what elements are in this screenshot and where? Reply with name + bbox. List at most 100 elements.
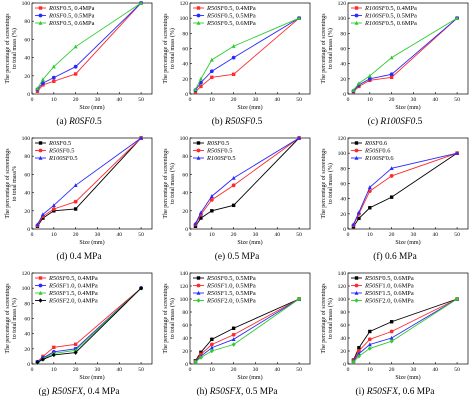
legend-marker (38, 20, 43, 25)
data-point (455, 16, 460, 20)
y-tick-label: 0 (27, 92, 30, 98)
caption-specimen: R50SFX (209, 387, 242, 397)
y-tick-label: 80 (182, 310, 188, 316)
panel-caption: (b) R50SF0.5 (158, 117, 316, 127)
y-tick-label: 80 (340, 310, 346, 316)
y-axis-label-line: The percentage of screenings (162, 283, 169, 354)
data-point (198, 76, 203, 81)
chart-panel-f: 0 10 20 30 40 50 0 20 40 60 80 100 120 Size (mm) The p… (316, 135, 474, 270)
data-point (389, 72, 394, 77)
legend-label: R100SF0.5, 0.4MPa (364, 5, 417, 12)
y-axis-label-line: to total mass (%) (169, 163, 176, 204)
caption-condition: , 0.5 MPa (241, 387, 278, 397)
data-point (231, 203, 236, 208)
x-tick-label: 20 (231, 367, 237, 373)
legend-label: R100SF0.5 (206, 155, 236, 162)
legend-label: R50SF0.5 (206, 148, 232, 155)
legend-label: R100SF0.6 (364, 155, 394, 162)
legend-marker (38, 155, 43, 160)
y-tick-label: 100 (338, 16, 347, 22)
legend-marker (354, 6, 359, 10)
y-axis-label-line: to total mass (%) (327, 28, 334, 69)
data-point (51, 64, 56, 69)
x-tick-label: 50 (138, 367, 144, 373)
y-tick-label: 40 (24, 56, 30, 62)
x-tick-label: 40 (432, 97, 438, 103)
x-tick-label: 40 (274, 232, 280, 238)
x-tick-label: 10 (367, 367, 373, 373)
x-tick-label: 40 (116, 97, 122, 103)
chart-svg-i: 0 10 20 30 40 50 0 20 40 60 80 100 120 140 Size (mm) Th… (320, 271, 469, 381)
caption-letter: (i) (355, 387, 367, 397)
data-point (199, 80, 203, 85)
caption-letter: (g) (38, 387, 52, 397)
y-tick-label: 0 (27, 227, 30, 233)
chart-panel-c: 0 10 20 30 40 50 0 20 40 60 80 100 120 Size (mm) The p… (316, 0, 474, 135)
data-point (51, 75, 56, 80)
data-point (389, 329, 394, 334)
y-tick-label: 100 (180, 136, 189, 142)
legend-label: R0SF0.5, 0.6MPa (48, 20, 95, 27)
legend-label: R50SF1.5, 0.5MPa (206, 290, 256, 297)
y-tick-label: 60 (340, 182, 346, 188)
legend-marker (354, 141, 359, 145)
x-tick-label: 0 (347, 232, 350, 238)
y-tick-label: 100 (180, 297, 189, 303)
y-tick-label: 60 (182, 172, 188, 178)
x-tick-label: 30 (411, 367, 417, 373)
x-axis-label: Size (mm) (79, 374, 104, 381)
x-tick-label: 0 (31, 97, 34, 103)
caption-letter: (e) (214, 252, 228, 262)
legend-label: R0SF0.6 (364, 140, 387, 147)
series-0 (351, 16, 459, 94)
y-tick-label: 0 (343, 362, 346, 368)
series-0 (351, 151, 459, 229)
y-tick-label: 40 (182, 191, 188, 197)
legend-label: R50SF0.5, 0.5MPa (206, 275, 256, 282)
y-tick-label: 60 (340, 47, 346, 53)
x-tick-label: 40 (432, 232, 438, 238)
series-3 (351, 296, 460, 365)
x-tick-label: 50 (138, 97, 144, 103)
data-point (367, 76, 372, 81)
x-tick-label: 50 (296, 232, 302, 238)
caption-condition: , 0.6 MPa (397, 387, 435, 397)
y-tick-label: 60 (182, 323, 188, 329)
y-tick-label: 140 (180, 271, 189, 277)
y-tick-label: 40 (182, 336, 188, 342)
x-tick-label: 0 (31, 367, 34, 373)
data-point (351, 88, 356, 92)
legend-label: R50SF0.5, 0.6MPa (206, 20, 256, 27)
data-point (389, 339, 394, 344)
data-point (73, 72, 78, 76)
plot-frame (189, 137, 311, 230)
legend-marker (38, 13, 43, 18)
legend-marker (196, 141, 201, 145)
legend-marker (354, 148, 359, 153)
x-tick-label: 30 (253, 97, 259, 103)
chart-panel-a: 0 10 20 30 40 50 0 20 40 60 80 100 Size (mm) The perc… (0, 0, 158, 135)
y-tick-label: 100 (22, 1, 31, 7)
y-axis-label-line: The percentage of screenings (4, 283, 11, 354)
y-tick-label: 60 (340, 323, 346, 329)
x-tick-label: 30 (411, 97, 417, 103)
y-tick-label: 120 (338, 136, 347, 142)
y-tick-label: 20 (340, 77, 346, 83)
data-point (139, 135, 144, 140)
chart-panel-b: 0 10 20 30 40 50 0 20 40 60 80 100 120 Size (mm) The p… (158, 0, 316, 135)
data-point (51, 352, 56, 358)
chart-panel-e: 0 10 20 30 40 50 0 20 40 60 80 100 Size (mm) The perc… (158, 135, 316, 270)
data-point (209, 194, 214, 198)
y-tick-label: 80 (182, 31, 188, 37)
chart-panel-g: 0 10 20 30 40 50 0 20 40 60 80 100 120 Size (mm) The p… (0, 270, 158, 405)
x-tick-label: 10 (209, 232, 215, 238)
data-point (52, 79, 56, 83)
y-tick-label: 0 (185, 362, 188, 368)
x-tick-label: 20 (231, 232, 237, 238)
data-point (40, 357, 45, 362)
x-tick-label: 40 (274, 97, 280, 103)
data-point (35, 360, 40, 365)
legend-label: R50SF1.0, 0.6MPa (364, 283, 414, 290)
data-point (357, 346, 361, 350)
